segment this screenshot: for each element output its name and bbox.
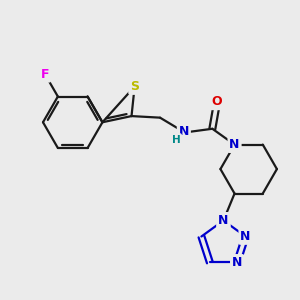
Text: N: N [230, 138, 240, 151]
Text: N: N [232, 256, 242, 269]
Text: S: S [130, 80, 139, 93]
Text: F: F [41, 68, 49, 81]
Text: O: O [212, 95, 222, 108]
Text: H: H [172, 135, 180, 145]
Text: N: N [218, 214, 229, 227]
Text: N: N [218, 214, 229, 227]
Text: N: N [240, 230, 251, 243]
Text: N: N [178, 125, 189, 138]
